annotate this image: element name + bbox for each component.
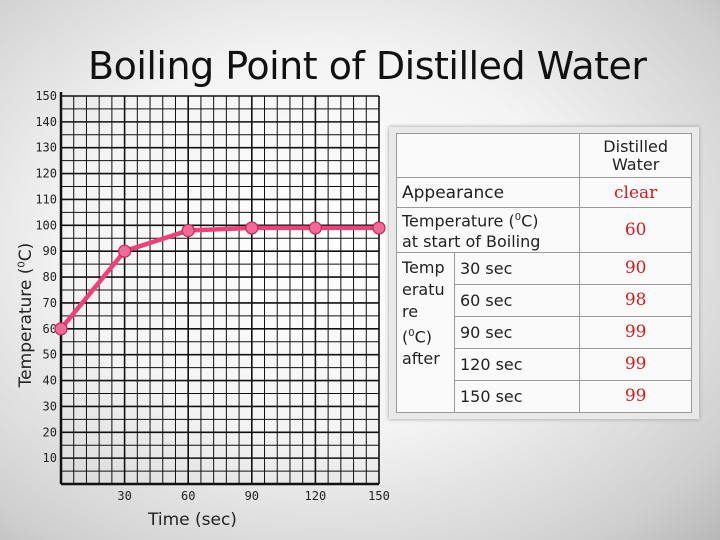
y-tick-label: 80	[43, 270, 57, 284]
y-tick-label: 20	[43, 425, 57, 439]
y-tick-label: 110	[35, 192, 57, 206]
appearance-label: Appearance	[395, 177, 581, 209]
series-line	[54, 221, 386, 336]
y-tick-label: 10	[43, 451, 57, 465]
data-point	[54, 322, 68, 336]
table-header-row: Distilled Water	[395, 132, 692, 179]
value-cell: 99	[579, 379, 692, 414]
chart-grid	[59, 92, 380, 486]
x-axis-label: Time (sec)	[148, 510, 237, 530]
table-row-start-temp: Temperature (0C) at start of Boiling 60	[395, 207, 692, 253]
data-point	[372, 221, 386, 235]
chart-title: Boiling Point of Distilled Water	[88, 44, 647, 88]
table-corner-cell	[395, 132, 581, 178]
value-cell: 98	[579, 283, 692, 317]
y-tick-label: 140	[35, 115, 57, 129]
y-tick-label: 120	[35, 167, 57, 181]
x-tick-label: 60	[181, 489, 195, 503]
data-line	[59, 225, 379, 331]
data-point	[245, 221, 259, 235]
data-point	[117, 244, 132, 258]
data-table: Distilled Water Appearance clear Tempera…	[395, 132, 692, 414]
time-cell: 90 sec	[453, 315, 581, 349]
y-tick-label: 70	[43, 296, 57, 310]
y-tick-label: 40	[43, 374, 57, 388]
data-table-panel: Distilled Water Appearance clear Tempera…	[389, 127, 699, 419]
y-tick-label: 100	[35, 218, 57, 232]
data-point	[181, 223, 195, 238]
y-tick-label: 60	[43, 322, 57, 336]
x-tick-labels: 30 60 90 120 150	[117, 489, 389, 503]
y-tick-label: 150	[35, 89, 57, 103]
value-cell: 99	[579, 347, 692, 381]
table-row: 60 sec 98	[397, 283, 692, 317]
time-cell: 120 sec	[453, 347, 581, 381]
data-point	[308, 221, 322, 235]
y-axis-label: Temperature (0C)	[16, 242, 36, 388]
table-row: 90 sec 99	[397, 315, 692, 349]
time-cell: 60 sec	[453, 283, 581, 317]
start-temp-value: 60	[579, 207, 692, 253]
y-tick-label: 90	[43, 244, 57, 258]
y-tick-label: 130	[35, 141, 57, 155]
y-tick-label: 50	[43, 348, 57, 362]
table-header-distilled-water: Distilled Water	[579, 132, 692, 179]
time-cell: 150 sec	[453, 379, 581, 414]
y-tick-labels: 10 20 30 40 50 60 70 80 90 100 110 120 130 140 150	[35, 89, 57, 465]
x-tick-label: 150	[368, 489, 390, 503]
table-row: 150 sec 99	[397, 379, 692, 414]
table-row-appearance: Appearance clear	[395, 177, 692, 209]
x-tick-label: 90	[245, 489, 259, 503]
table-row: Temp eratu re (0C) after 30 sec 90	[396, 251, 692, 414]
appearance-value: clear	[579, 177, 692, 209]
start-temp-label: Temperature (0C) at start of Boiling	[395, 207, 581, 253]
temperature-after-label: Temp eratu re (0C) after	[396, 251, 455, 414]
table-row: 120 sec 99	[397, 347, 692, 381]
value-cell: 90	[579, 251, 692, 285]
value-cell: 99	[579, 315, 692, 349]
x-tick-label: 120	[305, 489, 327, 503]
y-tick-label: 30	[43, 399, 57, 413]
time-cell: 30 sec	[453, 251, 581, 285]
x-tick-label: 30	[117, 489, 131, 503]
